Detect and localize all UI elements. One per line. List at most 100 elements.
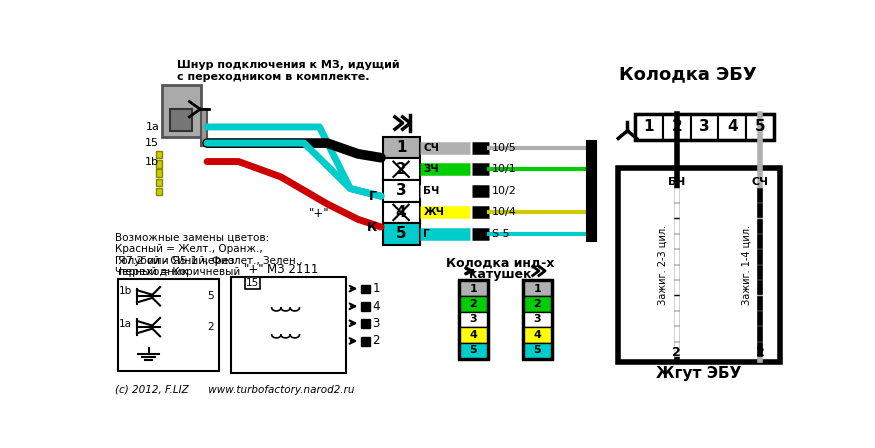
Text: 5: 5 — [207, 291, 214, 302]
Text: 10/1: 10/1 — [492, 164, 517, 174]
Text: Г: Г — [424, 229, 430, 239]
Text: 4: 4 — [470, 330, 478, 340]
Text: "+": "+" — [244, 263, 264, 276]
Text: Зажиг. 1-4 цил.: Зажиг. 1-4 цил. — [741, 225, 751, 305]
Bar — [523, 296, 551, 312]
Text: БЧ: БЧ — [424, 186, 440, 196]
Text: 3: 3 — [470, 314, 477, 324]
Text: (c) 2012, F.LIZ      www.turbofactory.narod2.ru: (c) 2012, F.LIZ www.turbofactory.narod2.… — [116, 385, 355, 395]
Bar — [157, 188, 163, 195]
Text: 4: 4 — [534, 330, 542, 340]
Bar — [361, 302, 370, 311]
Bar — [619, 168, 780, 362]
Text: 2: 2 — [534, 299, 542, 309]
Text: 15: 15 — [145, 138, 159, 148]
Text: 3: 3 — [699, 120, 710, 134]
Bar — [157, 169, 163, 177]
Bar — [690, 114, 718, 140]
Text: 4: 4 — [396, 205, 406, 220]
Bar — [459, 327, 487, 343]
Text: S 5: S 5 — [492, 229, 509, 239]
Text: 1: 1 — [534, 284, 542, 293]
Text: 3: 3 — [373, 317, 380, 330]
Text: 2: 2 — [470, 299, 478, 309]
Bar — [635, 114, 663, 140]
Text: 5: 5 — [754, 120, 766, 134]
Bar — [458, 280, 488, 359]
Text: Ч: Ч — [368, 151, 377, 164]
Text: "+": "+" — [309, 207, 330, 220]
Bar — [523, 281, 551, 296]
Text: 5: 5 — [470, 345, 477, 355]
Bar — [459, 343, 487, 358]
Text: 10/5: 10/5 — [492, 143, 517, 153]
Text: 10/2: 10/2 — [492, 186, 517, 196]
Bar — [746, 114, 774, 140]
Text: 1: 1 — [396, 140, 406, 155]
Bar — [157, 151, 163, 159]
Text: 1: 1 — [644, 120, 654, 134]
Text: 2: 2 — [207, 322, 214, 332]
Bar — [201, 109, 207, 146]
Text: 10/4: 10/4 — [492, 207, 517, 217]
Text: ЖЧ: ЖЧ — [424, 207, 444, 217]
Bar — [231, 277, 346, 373]
Bar — [157, 178, 163, 186]
Text: 1а: 1а — [145, 122, 159, 132]
Text: 1: 1 — [373, 282, 380, 295]
Bar — [523, 327, 551, 343]
Text: 1b: 1b — [145, 156, 159, 167]
Text: 1: 1 — [470, 284, 478, 293]
Text: 2: 2 — [755, 346, 764, 359]
Bar — [382, 223, 420, 245]
Bar — [718, 114, 746, 140]
Text: Жгут ЭБУ: Жгут ЭБУ — [656, 366, 742, 381]
Text: 2: 2 — [373, 335, 380, 348]
Bar — [459, 281, 487, 296]
Text: 15: 15 — [246, 278, 259, 288]
Bar — [245, 277, 260, 289]
Text: СЧ: СЧ — [424, 143, 439, 153]
Text: ЗЧ: ЗЧ — [424, 164, 439, 174]
Text: СЧ: СЧ — [752, 177, 768, 186]
Bar — [382, 159, 420, 180]
Bar — [382, 180, 420, 202]
Bar — [163, 85, 201, 137]
Text: 1b: 1b — [119, 286, 132, 296]
Bar — [361, 337, 370, 345]
Bar — [118, 279, 220, 371]
Bar — [361, 285, 370, 293]
Text: БЧ: БЧ — [668, 177, 685, 186]
Text: К: К — [368, 220, 377, 233]
Text: 4: 4 — [727, 120, 738, 134]
Text: Я7.2 или Я5.1 через
переходник: Я7.2 или Я5.1 через переходник — [118, 255, 234, 277]
Text: 4: 4 — [373, 300, 380, 313]
Bar — [522, 280, 552, 359]
Bar — [382, 202, 420, 223]
Text: 5: 5 — [396, 226, 406, 241]
Text: МЗ 2111: МЗ 2111 — [267, 263, 318, 276]
Bar — [459, 312, 487, 327]
Text: 3: 3 — [396, 183, 406, 198]
Text: 1a: 1a — [119, 319, 132, 329]
Bar — [459, 296, 487, 312]
Bar — [523, 343, 551, 358]
Bar — [157, 160, 163, 168]
Bar — [523, 312, 551, 327]
Text: 2: 2 — [396, 162, 407, 177]
Text: Зажиг. 2-3 цил.: Зажиг. 2-3 цил. — [658, 225, 668, 305]
Text: 2: 2 — [671, 120, 682, 134]
Bar — [170, 109, 192, 131]
Text: 2: 2 — [672, 346, 681, 359]
Bar — [382, 137, 420, 159]
Text: Возможные замены цветов:
Красный = Желт., Оранж.,
Голубой - Синий, Фиолет., Зеле: Возможные замены цветов: Красный = Желт.… — [116, 233, 303, 277]
Text: катушек: катушек — [469, 268, 532, 281]
Text: 5: 5 — [534, 345, 541, 355]
Text: 3: 3 — [534, 314, 541, 324]
Bar — [361, 319, 370, 328]
Text: Колодка инд-х: Колодка инд-х — [446, 256, 555, 269]
Text: Шнур подключения к МЗ, идущий
с переходником в комплекте.: Шнур подключения к МЗ, идущий с переходн… — [177, 60, 400, 82]
Bar — [635, 114, 774, 140]
Bar — [663, 114, 690, 140]
Text: Колодка ЭБУ: Колодка ЭБУ — [619, 65, 756, 83]
